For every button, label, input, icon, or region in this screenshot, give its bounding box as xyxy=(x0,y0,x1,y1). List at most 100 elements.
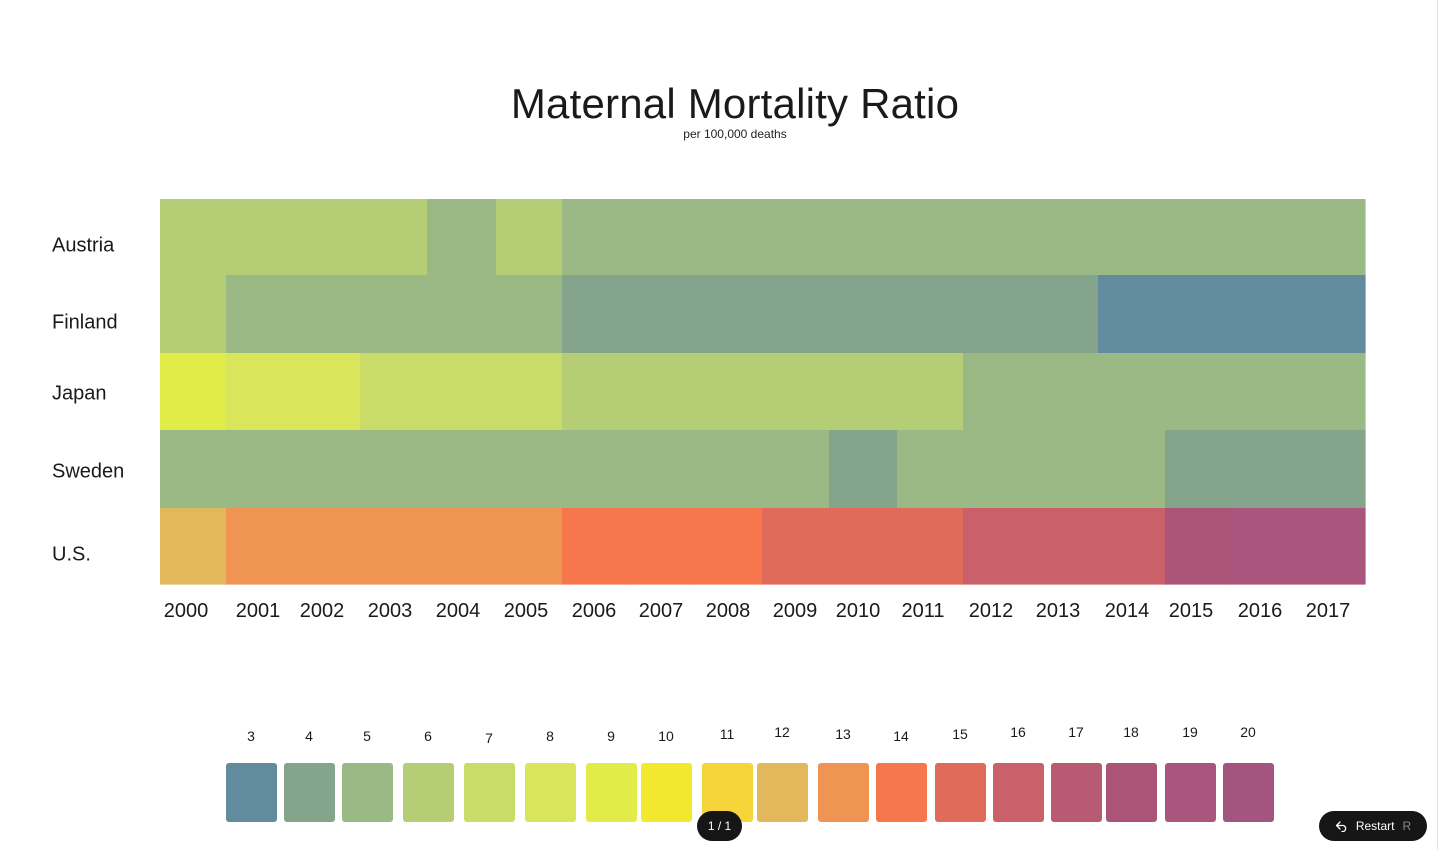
heatmap-cell xyxy=(762,275,830,354)
heatmap-cell xyxy=(226,275,294,354)
restart-label: Restart xyxy=(1355,819,1395,833)
legend-value-label: 11 xyxy=(719,726,735,742)
heatmap-cell xyxy=(427,430,497,509)
heatmap-cell xyxy=(829,353,898,431)
heatmap-cell xyxy=(1231,353,1299,431)
restart-button[interactable]: Restart R xyxy=(1319,811,1427,841)
legend-value-label: 19 xyxy=(1182,724,1198,740)
heatmap-cell xyxy=(695,508,763,585)
heatmap-cell xyxy=(1231,199,1299,276)
x-tick-label: 2007 xyxy=(639,600,684,622)
heatmap-cell xyxy=(1165,275,1232,354)
heatmap-cell xyxy=(562,508,629,585)
heatmap-cell xyxy=(695,353,763,431)
heatmap-cell xyxy=(1165,353,1232,431)
y-tick-label: U.S. xyxy=(52,543,91,566)
legend-value-label: 17 xyxy=(1068,724,1084,740)
heatmap-cell xyxy=(1029,353,1099,431)
heatmap-cell xyxy=(829,275,898,354)
x-tick-label: 2000 xyxy=(164,600,209,622)
x-tick-label: 2006 xyxy=(572,600,617,622)
heatmap-cell xyxy=(1298,508,1366,585)
heatmap-cell xyxy=(897,508,964,585)
heatmap-cell xyxy=(496,275,563,354)
heatmap-cell xyxy=(897,430,964,509)
heatmap-cell xyxy=(293,508,361,585)
legend-value-label: 13 xyxy=(835,726,851,742)
heatmap-cell xyxy=(963,508,1030,585)
heatmap-cell xyxy=(1231,508,1299,585)
heatmap-cell xyxy=(1098,430,1166,509)
heatmap-cell xyxy=(695,199,763,276)
x-tick-label: 2001 xyxy=(236,600,281,622)
x-tick-label: 2005 xyxy=(504,600,549,622)
heatmap-cell xyxy=(1098,199,1166,276)
heatmap-cell xyxy=(1165,508,1232,585)
heatmap-cell xyxy=(562,275,629,354)
legend-swatch xyxy=(1223,763,1274,822)
y-tick-label: Austria xyxy=(52,234,115,257)
legend-value-label: 20 xyxy=(1240,724,1256,740)
x-tick-label: 2011 xyxy=(901,600,944,622)
heatmap-cell xyxy=(496,430,563,509)
heatmap-cell xyxy=(1098,508,1166,585)
heatmap-cell xyxy=(226,199,294,276)
heatmap-cell xyxy=(562,430,629,509)
heatmap-cell xyxy=(160,430,227,509)
heatmap-cell xyxy=(496,199,563,276)
heatmap-cell xyxy=(1231,275,1299,354)
x-tick-label: 2015 xyxy=(1169,600,1214,622)
legend-value-label: 10 xyxy=(658,728,674,744)
heatmap-cell xyxy=(427,508,497,585)
x-tick-label: 2010 xyxy=(836,600,881,622)
restart-shortcut: R xyxy=(1402,819,1412,833)
legend-swatch xyxy=(226,763,277,822)
heatmap-cell xyxy=(1165,199,1232,276)
heatmap-cell xyxy=(562,353,629,431)
x-tick-label: 2002 xyxy=(300,600,345,622)
heatmap-cell xyxy=(1231,430,1299,509)
heatmap-cell xyxy=(1165,430,1232,509)
legend-swatch xyxy=(1051,763,1102,822)
legend-value-label: 7 xyxy=(485,730,493,746)
legend-swatch xyxy=(993,763,1044,822)
x-tick-label: 2013 xyxy=(1036,600,1081,622)
heatmap-cell xyxy=(1298,275,1366,354)
x-tick-label: 2012 xyxy=(969,600,1014,622)
heatmap-cell xyxy=(293,275,361,354)
heatmap-cell xyxy=(695,430,763,509)
heatmap-cell xyxy=(1029,199,1099,276)
heatmap-cell xyxy=(963,430,1030,509)
y-tick-label: Japan xyxy=(52,382,107,405)
heatmap-cell xyxy=(628,430,696,509)
legend-swatch xyxy=(876,763,927,822)
page-edge-divider xyxy=(1437,0,1438,850)
heatmap-cell xyxy=(695,275,763,354)
heatmap-cell xyxy=(1298,353,1366,431)
x-tick-label: 2004 xyxy=(436,600,481,622)
legend-value-label: 18 xyxy=(1123,724,1139,740)
chart-subtitle: per 100,000 deaths xyxy=(683,127,787,141)
heatmap-cell xyxy=(897,353,964,431)
legend-swatch xyxy=(1106,763,1157,822)
undo-arrow-icon xyxy=(1335,820,1348,832)
heatmap-cell xyxy=(360,275,428,354)
heatmap-cell xyxy=(427,199,497,276)
heatmap-cell xyxy=(360,199,428,276)
heatmap-cell xyxy=(628,508,696,585)
legend-swatch xyxy=(641,763,692,822)
heatmap-cell xyxy=(427,275,497,354)
legend-swatch xyxy=(1165,763,1216,822)
legend-swatch xyxy=(818,763,869,822)
legend-swatch xyxy=(935,763,986,822)
heatmap-cell xyxy=(762,508,830,585)
legend-swatch xyxy=(403,763,454,822)
heatmap-cell xyxy=(427,353,497,431)
heatmap-cell xyxy=(496,508,563,585)
heatmap-cell xyxy=(293,353,361,431)
legend-swatch xyxy=(284,763,335,822)
heatmap-cell xyxy=(1098,275,1166,354)
y-tick-label: Finland xyxy=(52,311,118,334)
heatmap-cell xyxy=(496,353,563,431)
